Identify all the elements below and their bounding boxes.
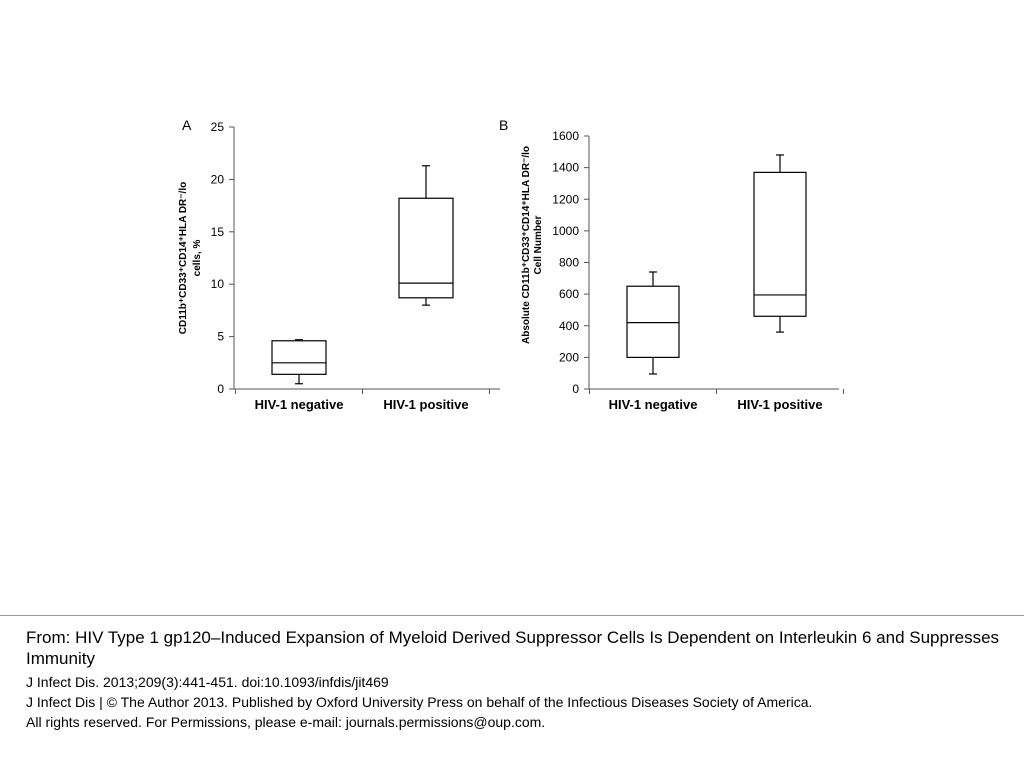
y-tick-label: 10: [211, 277, 225, 291]
x-category-label: HIV-1 negative: [609, 397, 698, 412]
panel-label: A: [182, 117, 192, 133]
y-tick-label: 0: [572, 382, 579, 396]
caption-divider: [0, 615, 1024, 616]
y-axis-label: Absolute CD11b⁺CD33⁺CD14⁺HLA DR⁻/lo: [521, 146, 532, 344]
x-category-label: HIV-1 positive: [383, 397, 468, 412]
y-tick-label: 200: [559, 350, 579, 364]
y-axis-label: CD11b⁺CD33⁺CD14⁺HLA DR⁻/lo: [178, 182, 189, 334]
y-tick-label: 1600: [552, 129, 579, 143]
panel-label: B: [499, 117, 508, 133]
y-axis-label: cells, %: [192, 240, 203, 277]
y-tick-label: 1000: [552, 224, 579, 238]
box-1: [271, 339, 327, 385]
x-category-label: HIV-1 positive: [737, 397, 822, 412]
iqr-box: [398, 197, 454, 299]
panel-b-chart: 0 200 400 600 800 1000 1200 1400 1600 HIV-1 negat…: [499, 117, 844, 412]
y-tick-label: 15: [211, 225, 225, 239]
y-tick-label: 1400: [552, 161, 579, 175]
y-tick-label: 0: [217, 382, 224, 396]
box-1: [626, 271, 680, 375]
y-tick-label: 400: [559, 319, 579, 333]
box-2: [753, 154, 807, 333]
panel-a-chart: 0 5 10 15 20 25 HIV-1 negative HIV-1 positive A C…: [178, 117, 500, 412]
caption-rights: All rights reserved. For Permissions, pl…: [26, 714, 546, 730]
caption-citation: J Infect Dis. 2013;209(3):441-451. doi:1…: [26, 674, 389, 690]
iqr-box: [626, 285, 680, 358]
y-tick-label: 25: [211, 120, 225, 134]
iqr-box: [271, 340, 327, 375]
iqr-box: [753, 171, 807, 317]
y-axis-label: Cell Number: [533, 215, 544, 274]
y-tick-label: 600: [559, 287, 579, 301]
caption-title: From: HIV Type 1 gp120–Induced Expansion…: [26, 628, 1000, 668]
y-tick-label: 20: [211, 172, 225, 186]
y-tick-label: 1200: [552, 192, 579, 206]
y-tick-label: 5: [217, 330, 224, 344]
x-category-label: HIV-1 negative: [255, 397, 344, 412]
figure-caption: From: HIV Type 1 gp120–Induced Expansion…: [26, 627, 1006, 732]
box-2: [398, 165, 454, 306]
caption-copyright: J Infect Dis | © The Author 2013. Publis…: [26, 694, 813, 710]
figure: 0 5 10 15 20 25 HIV-1 negative HIV-1 positive A C…: [178, 117, 844, 412]
y-tick-label: 800: [559, 256, 579, 270]
